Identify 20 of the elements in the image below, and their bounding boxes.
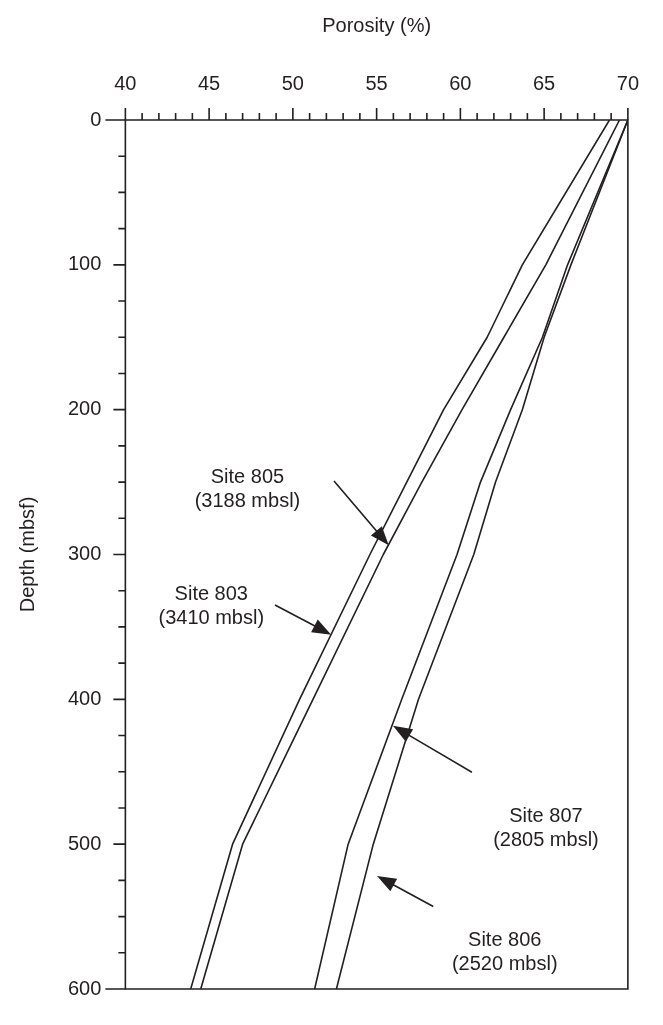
x-tick-label: 50 [281, 71, 304, 94]
x-tick-label: 55 [365, 71, 388, 94]
y-axis-title: Depth (mbsf) [15, 496, 38, 613]
x-axis-title: Porosity (%) [322, 13, 432, 36]
x-tick-label: 60 [449, 71, 472, 94]
y-tick-label: 500 [67, 831, 102, 854]
annotation: Site 806 (2520 mbsl) [451, 926, 558, 975]
annotation: Site 805 (3188 mbsl) [194, 464, 301, 513]
y-tick-label: 600 [67, 976, 102, 999]
x-tick-label: 70 [616, 71, 639, 94]
y-tick-label: 400 [67, 686, 102, 709]
y-tick-label: 0 [90, 107, 102, 130]
annotation: Site 807 (2805 mbsl) [493, 803, 599, 852]
x-tick-label: 65 [533, 71, 556, 94]
y-tick-label: 100 [67, 252, 102, 275]
y-tick-label: 300 [67, 542, 102, 565]
x-tick-label: 40 [114, 71, 137, 94]
y-tick-label: 200 [67, 397, 102, 420]
annotation: Site 803 (3410 mbsl) [158, 580, 265, 629]
x-tick-label: 45 [198, 71, 221, 94]
